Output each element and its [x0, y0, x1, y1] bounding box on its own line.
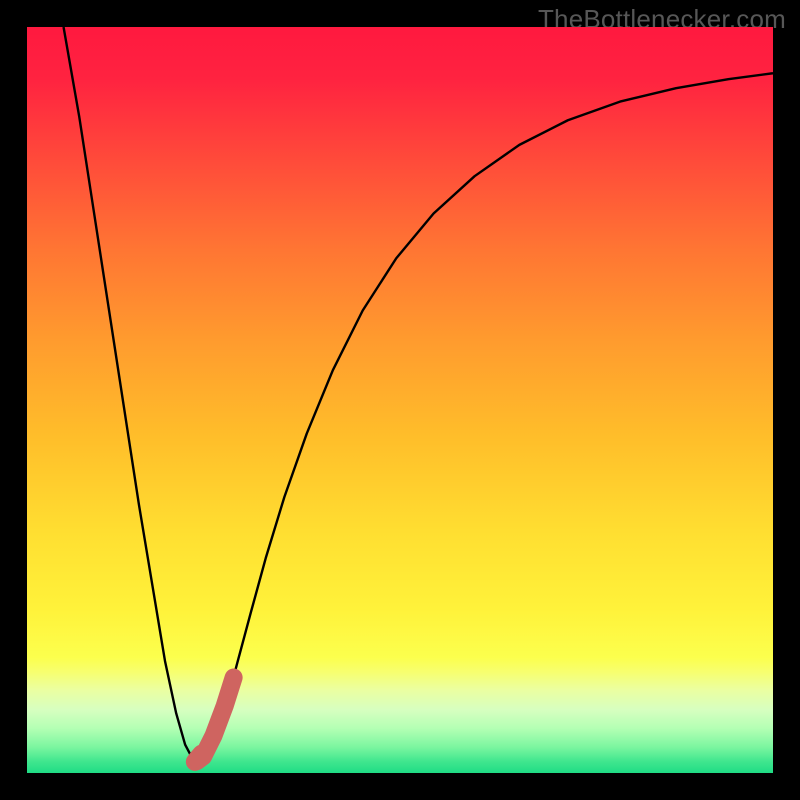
plot-area [27, 27, 773, 773]
gradient-background [27, 27, 773, 773]
plot-frame [27, 27, 773, 773]
stage: TheBottlenecker.com [0, 0, 800, 800]
